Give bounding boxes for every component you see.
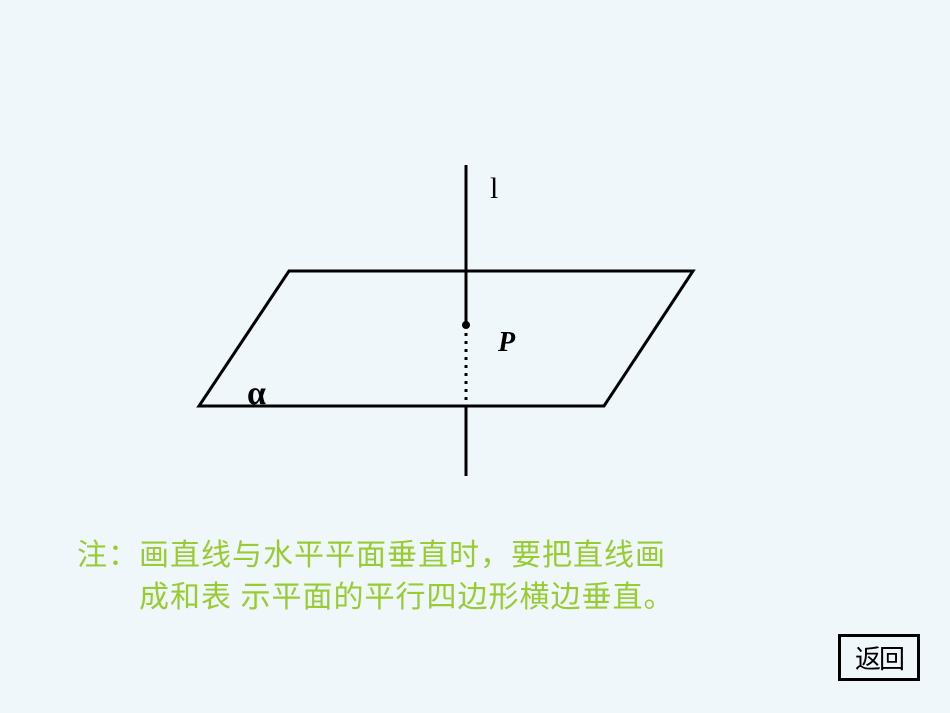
point-P	[462, 321, 470, 329]
plane-parallelogram	[199, 271, 693, 406]
plane-label: α	[247, 375, 266, 413]
point-label: P	[498, 327, 515, 359]
note-line2: 成和表 示平面的平行四边形横边垂直。	[139, 577, 675, 619]
line-label: l	[490, 172, 498, 206]
return-button[interactable]: 返回	[838, 634, 920, 681]
note-line1: 注：画直线与水平平面垂直时，要把直线画	[77, 535, 666, 577]
